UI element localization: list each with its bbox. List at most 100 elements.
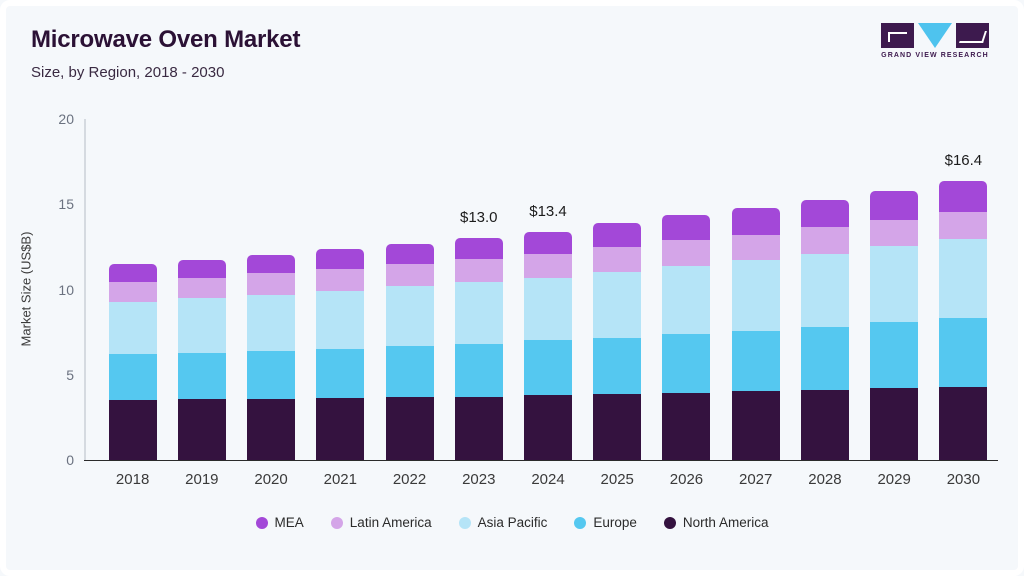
bar-segment[interactable] [593,247,642,272]
y-axis-title: Market Size (US$B) [18,231,34,347]
bar-segment[interactable] [731,330,780,392]
bar-segment[interactable] [593,223,642,248]
bar-segment[interactable] [316,268,365,291]
bar-segment[interactable] [177,259,226,278]
bar-group[interactable]: 2019 [177,119,226,488]
bar-segment[interactable] [870,388,919,460]
bar-segment[interactable] [731,260,780,331]
bar-segment[interactable] [524,278,572,341]
bar-segment[interactable] [662,265,711,334]
bar-group[interactable]: $13.0 2023 [454,119,503,488]
y-axis-tick-15: 15 [58,196,74,213]
bar-segment[interactable] [524,254,572,279]
bar-segment[interactable] [939,239,988,318]
legend-swatch-icon [663,516,676,529]
bar-segment[interactable] [108,400,157,460]
legend-item[interactable]: Europe [574,515,637,530]
legend-item[interactable]: MEA [255,515,304,530]
bar-group[interactable]: 2020 [247,119,296,488]
bar-segment[interactable] [316,290,365,349]
bar-segment[interactable] [731,208,780,235]
bar-segment[interactable] [800,200,849,228]
logo-right-square-icon [956,23,989,48]
bar-segment[interactable] [870,246,919,322]
bar-segment[interactable] [247,254,296,274]
bar-group[interactable]: $13.4 2024 [524,119,572,488]
bar-segment[interactable] [385,286,434,347]
bar-segment[interactable] [524,340,572,395]
x-axis-tick-2020: 2020 [254,471,288,488]
y-axis-tick-10: 10 [58,281,74,298]
bar-segment[interactable] [385,397,434,460]
bar-segment[interactable] [524,394,572,460]
bar-segment[interactable] [247,350,296,399]
bar-segment[interactable] [939,211,988,240]
bar-group[interactable]: 2021 [316,119,365,488]
bar-segment[interactable] [731,391,780,460]
bar-segment[interactable] [316,249,365,269]
bar-segment[interactable] [593,393,642,460]
bar-segment[interactable] [800,227,849,254]
bar-segment[interactable] [870,190,919,220]
bar-segment[interactable] [247,273,296,295]
bar-group[interactable]: 2025 [593,119,642,488]
x-axis-tick-2023: 2023 [462,471,496,488]
bar-segment[interactable] [316,348,365,399]
bar-segment[interactable] [662,333,711,393]
legend-swatch-icon [330,516,343,529]
bar-segment[interactable] [800,390,849,460]
bar-segment[interactable] [454,396,503,460]
bar-segment[interactable] [108,354,157,401]
bar-segment[interactable] [385,264,434,287]
bar-segment[interactable] [177,277,226,299]
bar-segment[interactable] [939,181,988,212]
bar-segment[interactable] [870,219,919,247]
y-axis-tick-5: 5 [66,366,74,383]
bar-segment[interactable] [454,238,503,260]
bar-segment[interactable] [524,232,572,255]
bar-group[interactable]: 2029 [870,119,919,488]
bar-segment[interactable] [870,321,919,389]
x-axis-tick-2026: 2026 [669,471,704,488]
bar-segment[interactable] [177,352,226,400]
bar-segment[interactable] [454,282,503,344]
bar-segment[interactable] [247,294,296,351]
bar-segment[interactable] [662,392,711,460]
bar-segment[interactable] [385,346,434,398]
bar-segment[interactable] [108,263,157,282]
bar-segment[interactable] [662,215,711,241]
bar-group[interactable]: 2018 [108,119,157,488]
legend-swatch-icon [255,516,268,529]
legend-label: North America [682,515,769,530]
y-axis-tick-20: 20 [58,111,74,127]
bar-segment[interactable] [662,240,711,266]
legend-item[interactable]: North America [663,515,769,530]
bar-group[interactable]: 2028 [800,119,849,488]
bar-segment[interactable] [593,337,642,394]
legend-item[interactable]: Latin America [330,515,432,530]
bar-group[interactable]: 2022 [385,119,434,488]
bar-segment[interactable] [177,298,226,353]
bar-segment[interactable] [247,398,296,460]
bar-series-container: 2018 2019 2020 2021 2022 $13.0 2023 $13.4 2024 20… [98,119,998,488]
bar-segment[interactable] [108,281,157,303]
bar-segment[interactable] [177,399,226,460]
bar-segment[interactable] [108,302,157,355]
bar-group[interactable]: 2027 [731,119,780,488]
bar-segment[interactable] [939,317,988,387]
bar-segment[interactable] [939,386,988,460]
bar-segment[interactable] [800,253,849,328]
bar-segment[interactable] [316,398,365,460]
y-axis-line [84,119,86,460]
bar-segment[interactable] [454,259,503,283]
bar-segment[interactable] [731,234,780,261]
bar-segment[interactable] [385,243,434,265]
bar-group[interactable]: 2026 [662,119,711,488]
bar-segment[interactable] [800,327,849,391]
bar-segment[interactable] [454,343,503,397]
bar-segment[interactable] [593,271,642,338]
legend-item[interactable]: Asia Pacific [458,515,547,530]
bar-group[interactable]: $16.4 2030 [939,119,988,488]
x-axis-tick-2018: 2018 [115,471,150,488]
